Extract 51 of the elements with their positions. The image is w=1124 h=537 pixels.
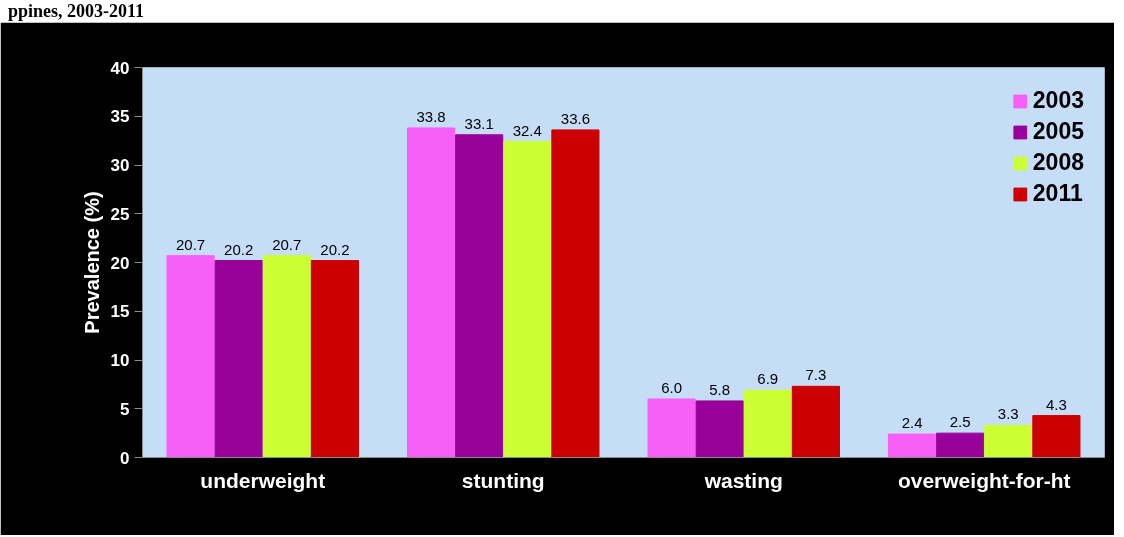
text: 20.2 [320,240,350,258]
bar [1032,415,1081,458]
y-tick-label: 0 [120,448,130,468]
bar [166,255,215,458]
bar [214,260,263,458]
bar [743,389,792,458]
x-tick-label: underweight [200,468,326,492]
y-axis-title: Prevalence (%) [80,191,103,334]
text: 4.3 [1045,395,1067,413]
text: 33.6 [560,109,591,127]
text: 2.5 [949,413,971,431]
text: 20.2 [224,240,254,258]
legend-label: 2003 [1032,87,1084,114]
y-tick-label: 15 [110,302,130,322]
bar [647,398,696,458]
text: 33.8 [416,107,446,125]
bar [310,260,359,458]
bar [455,134,504,458]
text: 6.0 [661,379,683,396]
text: 20.7 [272,235,302,253]
bar [888,433,937,458]
bar [936,432,985,458]
bar [503,141,552,458]
y-tick-label: 20 [110,253,130,273]
text: 2.4 [901,414,923,432]
text: 20.7 [176,235,206,253]
x-tick-label: overweight-for-ht [897,468,1071,492]
chart-title: ppines, 2003-2011 [8,0,145,22]
y-tick-label: 5 [120,399,130,419]
legend-label: 2005 [1032,118,1084,145]
bar [551,129,600,458]
bar [695,400,744,458]
text: 33.1 [464,114,494,132]
bar [262,255,311,458]
bar [407,127,456,458]
y-tick-label: 35 [110,107,130,127]
y-tick-label: 10 [110,351,130,370]
text: 3.3 [997,405,1019,423]
bar [791,385,840,458]
y-tick-label: 25 [110,204,130,224]
bar [984,424,1033,458]
text: 32.4 [512,121,542,139]
x-tick-label: stunting [461,468,545,492]
text: 5.8 [709,380,731,398]
text: 7.3 [805,366,827,384]
legend-label: 2011 [1032,180,1083,207]
x-tick-label: wasting [703,468,783,492]
text: 6.9 [757,370,779,388]
y-tick-label: 40 [110,58,130,78]
y-tick-label: 30 [110,156,130,175]
legend-label: 2008 [1032,149,1084,176]
